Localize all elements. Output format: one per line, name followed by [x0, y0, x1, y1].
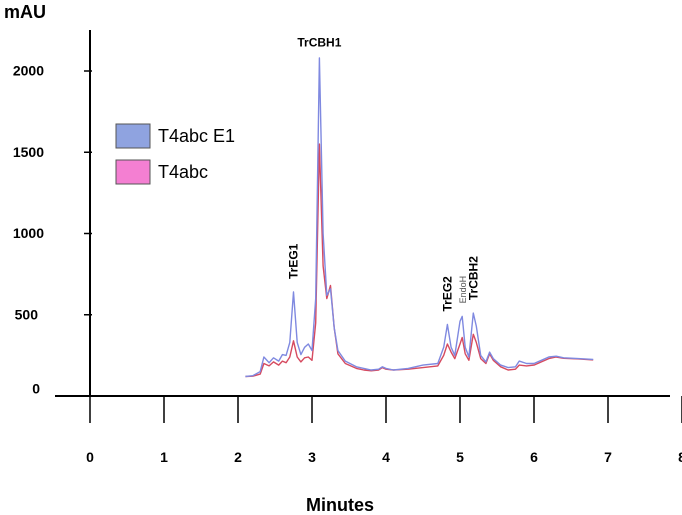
x-axis-title: Minutes — [306, 495, 374, 515]
x-tick-label: 1 — [160, 449, 168, 465]
series-line-t4abc-e1 — [245, 57, 594, 378]
y-tick-label: 1000 — [13, 225, 44, 241]
legend-label-t4abc: T4abc — [158, 162, 208, 182]
series-layer — [245, 57, 594, 378]
peak-label: TrCBH2 — [466, 256, 480, 300]
peak-label: EndoH — [458, 276, 468, 304]
x-tick-label: 5 — [456, 449, 464, 465]
x-tick-label: 0 — [86, 449, 94, 465]
y-axis-title: mAU — [4, 2, 46, 22]
x-ticks: 0 1 2 3 4 5 6 7 8 — [86, 396, 682, 465]
x-tick-label: 6 — [530, 449, 538, 465]
x-tick-label: 4 — [382, 449, 390, 465]
legend-swatch-t4abc-e1 — [115, 123, 151, 149]
legend-label-t4abc-e1: T4abc E1 — [158, 126, 235, 146]
peak-label: TrCBH1 — [297, 36, 341, 50]
peak-label: TrEG2 — [440, 276, 454, 312]
y-tick-label: 500 — [15, 306, 39, 322]
legend: T4abc E1 T4abc — [115, 123, 235, 185]
peak-label: TrEG1 — [287, 243, 301, 279]
y-tick-label: 2000 — [13, 63, 44, 79]
x-tick-label: 7 — [604, 449, 612, 465]
x-tick-label: 2 — [234, 449, 242, 465]
x-tick-label: 3 — [308, 449, 316, 465]
y-ticks: 0 500 1000 1500 2000 — [13, 63, 92, 397]
legend-swatch-t4abc — [115, 159, 151, 185]
y-tick-label: 0 — [32, 381, 40, 397]
y-tick-label: 1500 — [13, 144, 44, 160]
x-tick-label: 8 — [678, 449, 682, 465]
